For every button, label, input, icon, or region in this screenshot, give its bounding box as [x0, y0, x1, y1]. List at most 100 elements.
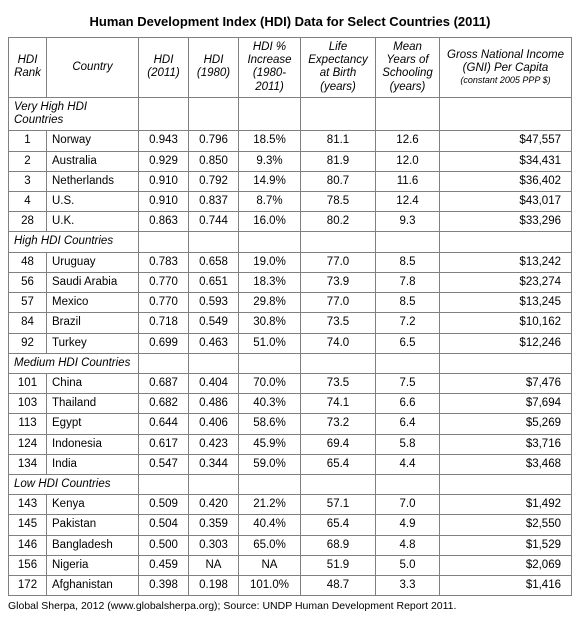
cell-hdi1980: 0.420 [189, 495, 239, 515]
section-row: High HDI Countries [9, 232, 572, 252]
cell-hdi2011: 0.509 [139, 495, 189, 515]
cell-gni: $7,694 [440, 394, 572, 414]
col-gni-sub: (constant 2005 PPP $) [445, 75, 566, 85]
cell-life: 73.2 [301, 414, 376, 434]
cell-hdi1980: 0.549 [189, 313, 239, 333]
cell-school: 7.5 [376, 373, 440, 393]
cell-school: 11.6 [376, 171, 440, 191]
cell-life: 74.0 [301, 333, 376, 353]
cell-school: 5.8 [376, 434, 440, 454]
cell-inc: 70.0% [239, 373, 301, 393]
cell-life: 77.0 [301, 293, 376, 313]
cell-life: 80.7 [301, 171, 376, 191]
cell-rank: 84 [9, 313, 47, 333]
col-rank: HDI Rank [9, 38, 47, 98]
cell-rank: 145 [9, 515, 47, 535]
section-empty-cell [440, 475, 572, 495]
section-empty-cell [440, 232, 572, 252]
cell-inc: NA [239, 555, 301, 575]
cell-inc: 65.0% [239, 535, 301, 555]
cell-gni: $3,716 [440, 434, 572, 454]
cell-gni: $33,296 [440, 212, 572, 232]
cell-gni: $1,529 [440, 535, 572, 555]
cell-inc: 40.3% [239, 394, 301, 414]
cell-school: 6.6 [376, 394, 440, 414]
cell-school: 12.4 [376, 191, 440, 211]
cell-school: 6.4 [376, 414, 440, 434]
cell-inc: 30.8% [239, 313, 301, 333]
cell-school: 12.6 [376, 131, 440, 151]
cell-rank: 113 [9, 414, 47, 434]
cell-inc: 8.7% [239, 191, 301, 211]
section-empty-cell [139, 475, 189, 495]
section-row: Very High HDI Countries [9, 97, 572, 130]
cell-country: Egypt [47, 414, 139, 434]
cell-country: Saudi Arabia [47, 272, 139, 292]
section-label: Medium HDI Countries [9, 353, 139, 373]
col-inc: HDI % Increase (1980-2011) [239, 38, 301, 98]
cell-gni: $34,431 [440, 151, 572, 171]
cell-rank: 28 [9, 212, 47, 232]
cell-hdi1980: 0.658 [189, 252, 239, 272]
table-row: 2Australia0.9290.8509.3%81.912.0$34,431 [9, 151, 572, 171]
cell-rank: 3 [9, 171, 47, 191]
section-row: Medium HDI Countries [9, 353, 572, 373]
cell-hdi1980: 0.796 [189, 131, 239, 151]
cell-hdi2011: 0.943 [139, 131, 189, 151]
table-row: 1Norway0.9430.79618.5%81.112.6$47,557 [9, 131, 572, 151]
cell-inc: 14.9% [239, 171, 301, 191]
cell-life: 69.4 [301, 434, 376, 454]
cell-school: 4.9 [376, 515, 440, 535]
section-empty-cell [376, 475, 440, 495]
cell-life: 81.9 [301, 151, 376, 171]
cell-hdi2011: 0.504 [139, 515, 189, 535]
table-row: 101China0.6870.40470.0%73.57.5$7,476 [9, 373, 572, 393]
cell-rank: 56 [9, 272, 47, 292]
section-empty-cell [189, 475, 239, 495]
cell-country: Uruguay [47, 252, 139, 272]
table-row: 156Nigeria0.459NANA51.95.0$2,069 [9, 555, 572, 575]
cell-school: 7.2 [376, 313, 440, 333]
cell-gni: $10,162 [440, 313, 572, 333]
cell-country: U.S. [47, 191, 139, 211]
cell-inc: 40.4% [239, 515, 301, 535]
col-hdi2011: HDI (2011) [139, 38, 189, 98]
cell-life: 68.9 [301, 535, 376, 555]
cell-gni: $2,069 [440, 555, 572, 575]
hdi-table: HDI Rank Country HDI (2011) HDI (1980) H… [8, 37, 572, 596]
cell-hdi2011: 0.718 [139, 313, 189, 333]
cell-school: 12.0 [376, 151, 440, 171]
cell-life: 74.1 [301, 394, 376, 414]
cell-hdi2011: 0.910 [139, 191, 189, 211]
table-row: 143Kenya0.5090.42021.2%57.17.0$1,492 [9, 495, 572, 515]
cell-rank: 4 [9, 191, 47, 211]
cell-inc: 58.6% [239, 414, 301, 434]
cell-inc: 45.9% [239, 434, 301, 454]
cell-hdi1980: 0.359 [189, 515, 239, 535]
cell-rank: 92 [9, 333, 47, 353]
cell-school: 9.3 [376, 212, 440, 232]
cell-country: Indonesia [47, 434, 139, 454]
cell-hdi2011: 0.682 [139, 394, 189, 414]
table-row: 92Turkey0.6990.46351.0%74.06.5$12,246 [9, 333, 572, 353]
table-row: 134India0.5470.34459.0%65.44.4$3,468 [9, 454, 572, 474]
table-row: 124Indonesia0.6170.42345.9%69.45.8$3,716 [9, 434, 572, 454]
header-row: HDI Rank Country HDI (2011) HDI (1980) H… [9, 38, 572, 98]
cell-life: 65.4 [301, 515, 376, 535]
cell-gni: $13,242 [440, 252, 572, 272]
cell-hdi1980: 0.593 [189, 293, 239, 313]
cell-country: Kenya [47, 495, 139, 515]
cell-country: Brazil [47, 313, 139, 333]
cell-hdi1980: 0.344 [189, 454, 239, 474]
cell-hdi1980: 0.463 [189, 333, 239, 353]
cell-life: 80.2 [301, 212, 376, 232]
cell-rank: 146 [9, 535, 47, 555]
cell-hdi1980: NA [189, 555, 239, 575]
cell-hdi1980: 0.651 [189, 272, 239, 292]
table-row: 48Uruguay0.7830.65819.0%77.08.5$13,242 [9, 252, 572, 272]
cell-life: 73.5 [301, 313, 376, 333]
cell-country: India [47, 454, 139, 474]
cell-inc: 29.8% [239, 293, 301, 313]
cell-hdi2011: 0.644 [139, 414, 189, 434]
table-row: 84Brazil0.7180.54930.8%73.57.2$10,162 [9, 313, 572, 333]
